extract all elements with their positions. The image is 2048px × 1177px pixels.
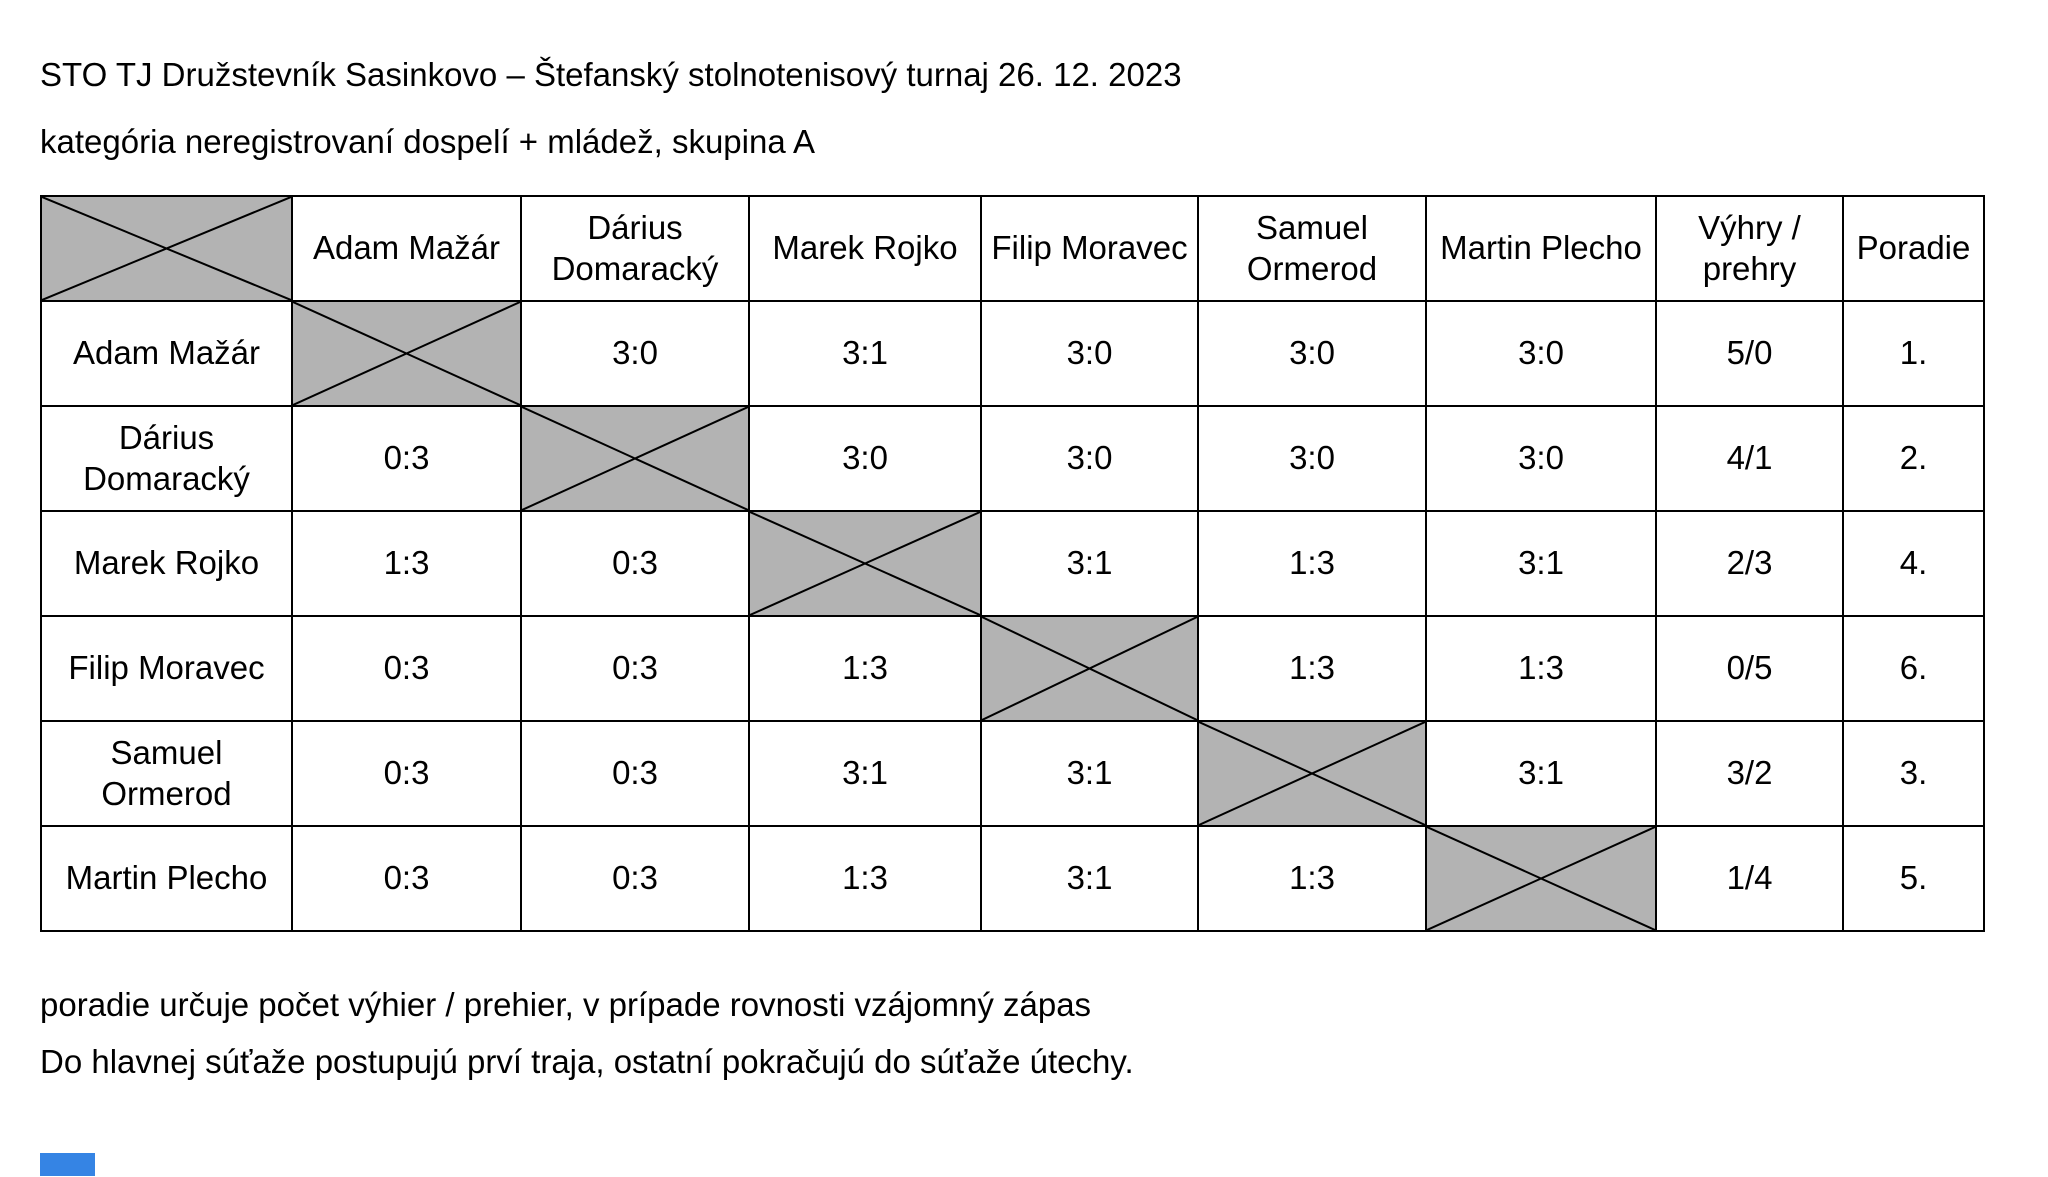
score-cell: 0:3: [520, 825, 750, 932]
diagonal-cross-icon: [293, 302, 520, 405]
diagonal-cell: [1425, 825, 1657, 932]
player-name-cell: Samuel Ormerod: [40, 720, 293, 827]
column-header-7: Výhry / prehry: [1655, 195, 1844, 302]
score-cell: 3:1: [1425, 510, 1657, 617]
diagonal-cell: [520, 405, 750, 512]
score-cell: 3:0: [1425, 405, 1657, 512]
score-cell: 0:3: [291, 825, 522, 932]
table-row: Marek Rojko 1:3 0:3 3:1 1:3 3:1 2/3 4.: [40, 510, 1985, 617]
column-header-8: Poradie: [1842, 195, 1985, 302]
footer-note-advancement-rule: Do hlavnej súťaže postupujú prví traja, …: [40, 1043, 1134, 1080]
score-cell: 1:3: [1197, 615, 1427, 722]
wins-losses-cell: 4/1: [1655, 405, 1844, 512]
score-cell: 3:1: [1425, 720, 1657, 827]
score-cell: 3:1: [748, 720, 982, 827]
selection-marker: [40, 1153, 95, 1176]
header-row: Adam Mažár Dárius Domaracký Marek Rojko Fil…: [40, 195, 1985, 302]
document-subtitle: kategória neregistrovaní dospelí + mláde…: [40, 123, 816, 160]
score-cell: 3:0: [520, 300, 750, 407]
table-body: Adam Mažár 3:0 3:1 3:0 3:0 3:0 5/0 1. Dárius Dom…: [40, 300, 1985, 932]
footer-note-ranking-rule: poradie určuje počet výhier / prehier, v…: [40, 986, 1092, 1023]
score-cell: 0:3: [291, 615, 522, 722]
player-name-cell: Marek Rojko: [40, 510, 293, 617]
score-cell: 3:1: [748, 300, 982, 407]
wins-losses-cell: 1/4: [1655, 825, 1844, 932]
rank-cell: 3.: [1842, 720, 1985, 827]
column-header-4: Filip Moravec: [980, 195, 1199, 302]
wins-losses-cell: 0/5: [1655, 615, 1844, 722]
score-cell: 1:3: [291, 510, 522, 617]
score-cell: 1:3: [1425, 615, 1657, 722]
diagonal-cell: [980, 615, 1199, 722]
score-cell: 3:0: [1197, 300, 1427, 407]
score-cell: 3:0: [1425, 300, 1657, 407]
player-name-cell: Dárius Domaracký: [40, 405, 293, 512]
rank-cell: 5.: [1842, 825, 1985, 932]
score-cell: 3:0: [980, 405, 1199, 512]
wins-losses-cell: 3/2: [1655, 720, 1844, 827]
score-cell: 3:1: [980, 510, 1199, 617]
column-header-5: Samuel Ormerod: [1197, 195, 1427, 302]
table-row: Dárius Domaracký 0:3 3:0 3:0 3:0 3:0 4/1 2.: [40, 405, 1985, 512]
column-header-1: Adam Mažár: [291, 195, 522, 302]
rank-cell: 1.: [1842, 300, 1985, 407]
rank-cell: 4.: [1842, 510, 1985, 617]
score-cell: 1:3: [748, 825, 982, 932]
score-cell: 1:3: [748, 615, 982, 722]
diagonal-cross-icon: [1427, 827, 1655, 930]
column-header-3: Marek Rojko: [748, 195, 982, 302]
score-cell: 0:3: [520, 720, 750, 827]
player-name-cell: Filip Moravec: [40, 615, 293, 722]
score-cell: 3:1: [980, 825, 1199, 932]
player-name-cell: Adam Mažár: [40, 300, 293, 407]
table-row: Martin Plecho 0:3 0:3 1:3 3:1 1:3 1/4 5.: [40, 825, 1985, 932]
score-cell: 3:0: [748, 405, 982, 512]
table-row: Filip Moravec 0:3 0:3 1:3 1:3 1:3 0/5 6.: [40, 615, 1985, 722]
score-cell: 0:3: [291, 405, 522, 512]
score-cell: 0:3: [520, 615, 750, 722]
corner-cell: [40, 195, 293, 302]
diagonal-cross-icon: [982, 617, 1197, 720]
player-name-cell: Martin Plecho: [40, 825, 293, 932]
score-cell: 3:1: [980, 720, 1199, 827]
rank-cell: 2.: [1842, 405, 1985, 512]
rank-cell: 6.: [1842, 615, 1985, 722]
score-cell: 0:3: [291, 720, 522, 827]
diagonal-cross-icon: [750, 512, 980, 615]
table-row: Adam Mažár 3:0 3:1 3:0 3:0 3:0 5/0 1.: [40, 300, 1985, 407]
document-title: STO TJ Družstevník Sasinkovo – Štefanský…: [40, 56, 1182, 93]
diagonal-cell: [1197, 720, 1427, 827]
score-cell: 0:3: [520, 510, 750, 617]
score-cell: 3:0: [1197, 405, 1427, 512]
score-cell: 3:0: [980, 300, 1199, 407]
score-cell: 1:3: [1197, 825, 1427, 932]
results-table: Adam Mažár Dárius Domaracký Marek Rojko Fil…: [40, 195, 1985, 932]
wins-losses-cell: 5/0: [1655, 300, 1844, 407]
diagonal-cell: [748, 510, 982, 617]
score-cell: 1:3: [1197, 510, 1427, 617]
wins-losses-cell: 2/3: [1655, 510, 1844, 617]
column-header-2: Dárius Domaracký: [520, 195, 750, 302]
diagonal-cross-icon: [522, 407, 748, 510]
diagonal-cell: [291, 300, 522, 407]
table-row: Samuel Ormerod 0:3 0:3 3:1 3:1 3:1 3/2 3.: [40, 720, 1985, 827]
diagonal-cross-icon: [1199, 722, 1425, 825]
diagonal-cross-icon: [42, 197, 291, 300]
column-header-6: Martin Plecho: [1425, 195, 1657, 302]
